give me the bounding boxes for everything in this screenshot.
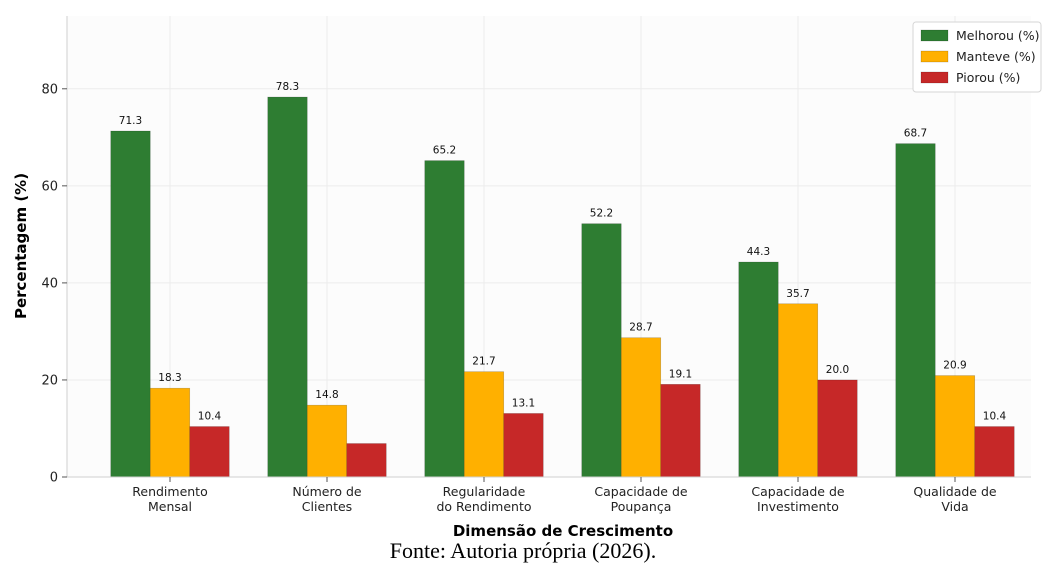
data-labels-group: 71.3 18.3 10.4 78.3 14.8 65.2 21.7 13.1 52.2 28.7… — [119, 81, 1007, 422]
x-tick-label-line: do Rendimento — [436, 499, 531, 514]
y-axis-title: Percentagem (%) — [12, 173, 30, 319]
x-tick-label: Capacidade de Investimento — [751, 484, 844, 514]
y-tick-label: 60 — [41, 179, 58, 194]
legend-label: Melhorou (%) — [956, 28, 1040, 43]
x-tick-label-line: Rendimento — [132, 484, 207, 499]
bar — [149, 387, 191, 478]
data-label: 68.7 — [904, 128, 927, 140]
x-tick-label: Rendimento Mensal — [132, 484, 207, 514]
x-axis-title: Dimensão de Crescimento — [453, 522, 673, 540]
bar — [817, 379, 858, 478]
bar — [738, 261, 779, 478]
bar — [189, 426, 230, 478]
bar — [581, 223, 622, 478]
x-tick-label-line: Capacidade de — [594, 484, 687, 499]
bar — [110, 130, 151, 478]
legend-swatch — [920, 50, 949, 63]
data-label: 19.1 — [669, 368, 692, 380]
x-tick-label-line: Vida — [941, 499, 968, 514]
bar — [934, 375, 976, 478]
x-tick-label-line: Investimento — [757, 499, 839, 514]
x-tick-label-line: Regularidade — [443, 484, 526, 499]
data-label: 13.1 — [512, 397, 535, 409]
data-label: 20.9 — [943, 360, 966, 372]
x-tick-label: Capacidade de Poupança — [594, 484, 687, 514]
x-tick-label: Regularidade do Rendimento — [436, 484, 531, 514]
x-tick-label-line: Clientes — [302, 499, 352, 514]
bar — [660, 384, 701, 478]
y-tick-label: 40 — [41, 276, 58, 291]
data-label: 14.8 — [315, 389, 338, 401]
bar — [463, 371, 505, 478]
x-tick-label: Número de Clientes — [292, 484, 362, 514]
y-tick-label: 0 — [50, 471, 58, 486]
legend-label: Manteve (%) — [956, 49, 1036, 64]
data-label: 65.2 — [433, 145, 456, 157]
data-label: 78.3 — [276, 81, 299, 93]
legend-swatch — [920, 71, 949, 84]
bars-group — [110, 96, 1015, 478]
bar — [306, 404, 348, 478]
legend: Melhorou (%) Manteve (%) Piorou (%) — [912, 21, 1042, 93]
y-tick-label: 20 — [41, 373, 58, 388]
data-label: 28.7 — [629, 322, 652, 334]
data-label: 18.3 — [158, 372, 181, 384]
bar — [346, 443, 387, 478]
x-tick-label-line: Capacidade de — [751, 484, 844, 499]
figure-caption: Fonte: Autoria própria (2026). — [389, 538, 657, 563]
data-label: 35.7 — [786, 288, 809, 300]
bar — [620, 337, 662, 478]
data-label: 20.0 — [826, 364, 849, 376]
data-label: 21.7 — [472, 356, 495, 368]
x-tick-label-line: Número de — [292, 484, 362, 499]
plot-area — [67, 16, 1031, 477]
x-tick-label-line: Mensal — [148, 499, 192, 514]
y-tick-label: 80 — [41, 82, 58, 97]
x-tick-label-line: Qualidade de — [913, 484, 996, 499]
x-tick-label-line: Poupança — [611, 499, 672, 514]
bar — [424, 160, 465, 478]
legend-label: Piorou (%) — [956, 70, 1020, 85]
x-ticks-group: Rendimento Mensal Número de Clientes Regular… — [132, 477, 997, 514]
bar — [974, 426, 1015, 478]
data-label: 44.3 — [747, 246, 770, 258]
bar-chart: 71.3 18.3 10.4 78.3 14.8 65.2 21.7 13.1 52.2 28.7… — [12, 16, 1042, 540]
data-label: 52.2 — [590, 208, 613, 220]
legend-swatch — [920, 29, 949, 42]
bar — [503, 413, 544, 478]
bar — [267, 96, 308, 478]
data-label: 10.4 — [983, 411, 1007, 423]
data-label: 71.3 — [119, 115, 142, 127]
data-label: 10.4 — [198, 411, 222, 423]
bar — [777, 303, 819, 478]
bar — [895, 143, 936, 478]
x-tick-label: Qualidade de Vida — [913, 484, 996, 514]
y-ticks-group: 0 20 40 60 80 — [41, 82, 67, 486]
